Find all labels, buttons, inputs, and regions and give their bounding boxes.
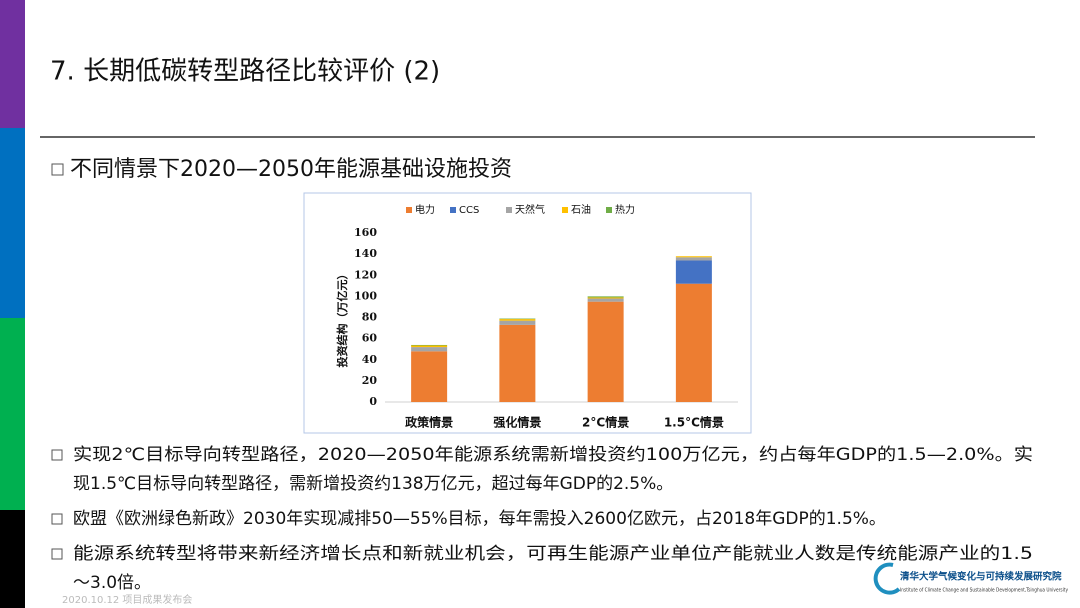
x-tick-label: 政策情景 xyxy=(405,415,453,430)
x-tick-label: 2°C情景 xyxy=(582,415,629,430)
footer-date: 2020.10.12 项目成果发布会 xyxy=(62,593,192,606)
legend-swatch xyxy=(562,207,568,213)
bar-segment xyxy=(587,301,624,402)
y-tick-label: 120 xyxy=(354,268,377,281)
bar-segment xyxy=(675,256,712,258)
org-cn: 清华大学气候变化与可持续发展研究院 xyxy=(900,571,1062,583)
bar-segment xyxy=(499,320,536,325)
strip-blue xyxy=(0,128,25,318)
logo-mark xyxy=(873,562,901,595)
strip-purple xyxy=(0,0,25,128)
bar-segment xyxy=(675,283,712,402)
bar-segment xyxy=(499,324,536,402)
bar-segment xyxy=(411,351,448,402)
y-tick-label: 160 xyxy=(354,226,377,239)
y-tick-label: 0 xyxy=(369,395,377,408)
y-axis-title: 投资结构（万亿元） xyxy=(335,269,349,368)
bar-segment xyxy=(499,319,536,321)
bar-segment xyxy=(675,260,712,284)
bullet-box xyxy=(51,163,64,176)
legend-swatch xyxy=(450,207,456,213)
y-tick-label: 40 xyxy=(362,353,378,366)
legend-swatch xyxy=(506,207,512,213)
x-tick-label: 1.5°C情景 xyxy=(664,415,724,430)
bullet-text: 现1.5℃目标导向转型路径，需新增投资约138万亿元，超过每年GDP的2.5%。 xyxy=(73,474,673,494)
bar-segment xyxy=(587,297,624,299)
legend-label: 石油 xyxy=(571,203,591,216)
bar-segment xyxy=(587,298,624,302)
x-tick-label: 强化情景 xyxy=(493,415,541,430)
bar-segment xyxy=(411,347,448,352)
bar-segment xyxy=(675,257,712,261)
bar-segment xyxy=(587,296,624,298)
bar-segment xyxy=(411,344,448,346)
y-tick-label: 20 xyxy=(362,374,378,387)
bullet-text: 实现2℃目标导向转型路径，2020—2050年能源系统需新增投资约100万亿元，… xyxy=(73,445,1033,465)
strip-black xyxy=(0,510,25,608)
strip-green xyxy=(0,318,25,510)
legend-swatch xyxy=(406,207,412,213)
slide-title: 7. 长期低碳转型路径比较评价 (2) xyxy=(50,57,440,87)
bar-segment xyxy=(411,345,448,348)
legend-swatch xyxy=(606,207,612,213)
y-tick-label: 140 xyxy=(354,247,377,260)
bullet-box xyxy=(51,449,63,461)
bullet-text: 能源系统转型将带来新经济增长点和新就业机会，可再生能源产业单位产能就业人数是传统… xyxy=(73,544,1033,564)
bullet-box xyxy=(51,513,63,525)
legend-label: 电力 xyxy=(415,203,435,216)
org-en: Institute of Climate Change and Sustaina… xyxy=(900,588,1068,594)
y-tick-label: 60 xyxy=(362,332,378,345)
bullet-text: 欧盟《欧洲绿色新政》2030年实现减排50—55%目标，每年需投入2600亿欧元… xyxy=(73,509,886,529)
y-tick-label: 80 xyxy=(362,311,378,324)
legend-label: 热力 xyxy=(615,203,635,216)
bullet-box xyxy=(51,548,63,560)
y-tick-label: 100 xyxy=(354,289,377,302)
bar-segment xyxy=(499,318,536,320)
bullet-text: ～3.0倍。 xyxy=(73,573,151,593)
subtitle: 不同情景下2020—2050年能源基础设施投资 xyxy=(70,157,512,182)
legend-label: CCS xyxy=(459,205,479,216)
legend-label: 天然气 xyxy=(515,203,545,216)
